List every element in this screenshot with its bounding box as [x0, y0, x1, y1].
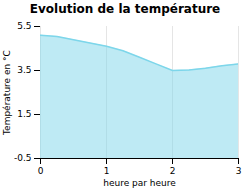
- svg-text:0: 0: [38, 166, 44, 176]
- svg-text:5.5: 5.5: [17, 21, 31, 31]
- svg-text:1: 1: [104, 166, 110, 176]
- svg-text:heure par heure: heure par heure: [103, 178, 176, 188]
- svg-text:-0.5: -0.5: [14, 153, 32, 163]
- svg-text:3.5: 3.5: [17, 65, 31, 75]
- svg-text:3: 3: [236, 166, 242, 176]
- svg-text:Température en °C: Température en °C: [2, 50, 12, 136]
- html-text:Evolution de la température: Evolution de la température: [29, 2, 221, 16]
- svg-text:1.5: 1.5: [17, 109, 31, 119]
- svg-text:2: 2: [170, 166, 176, 176]
